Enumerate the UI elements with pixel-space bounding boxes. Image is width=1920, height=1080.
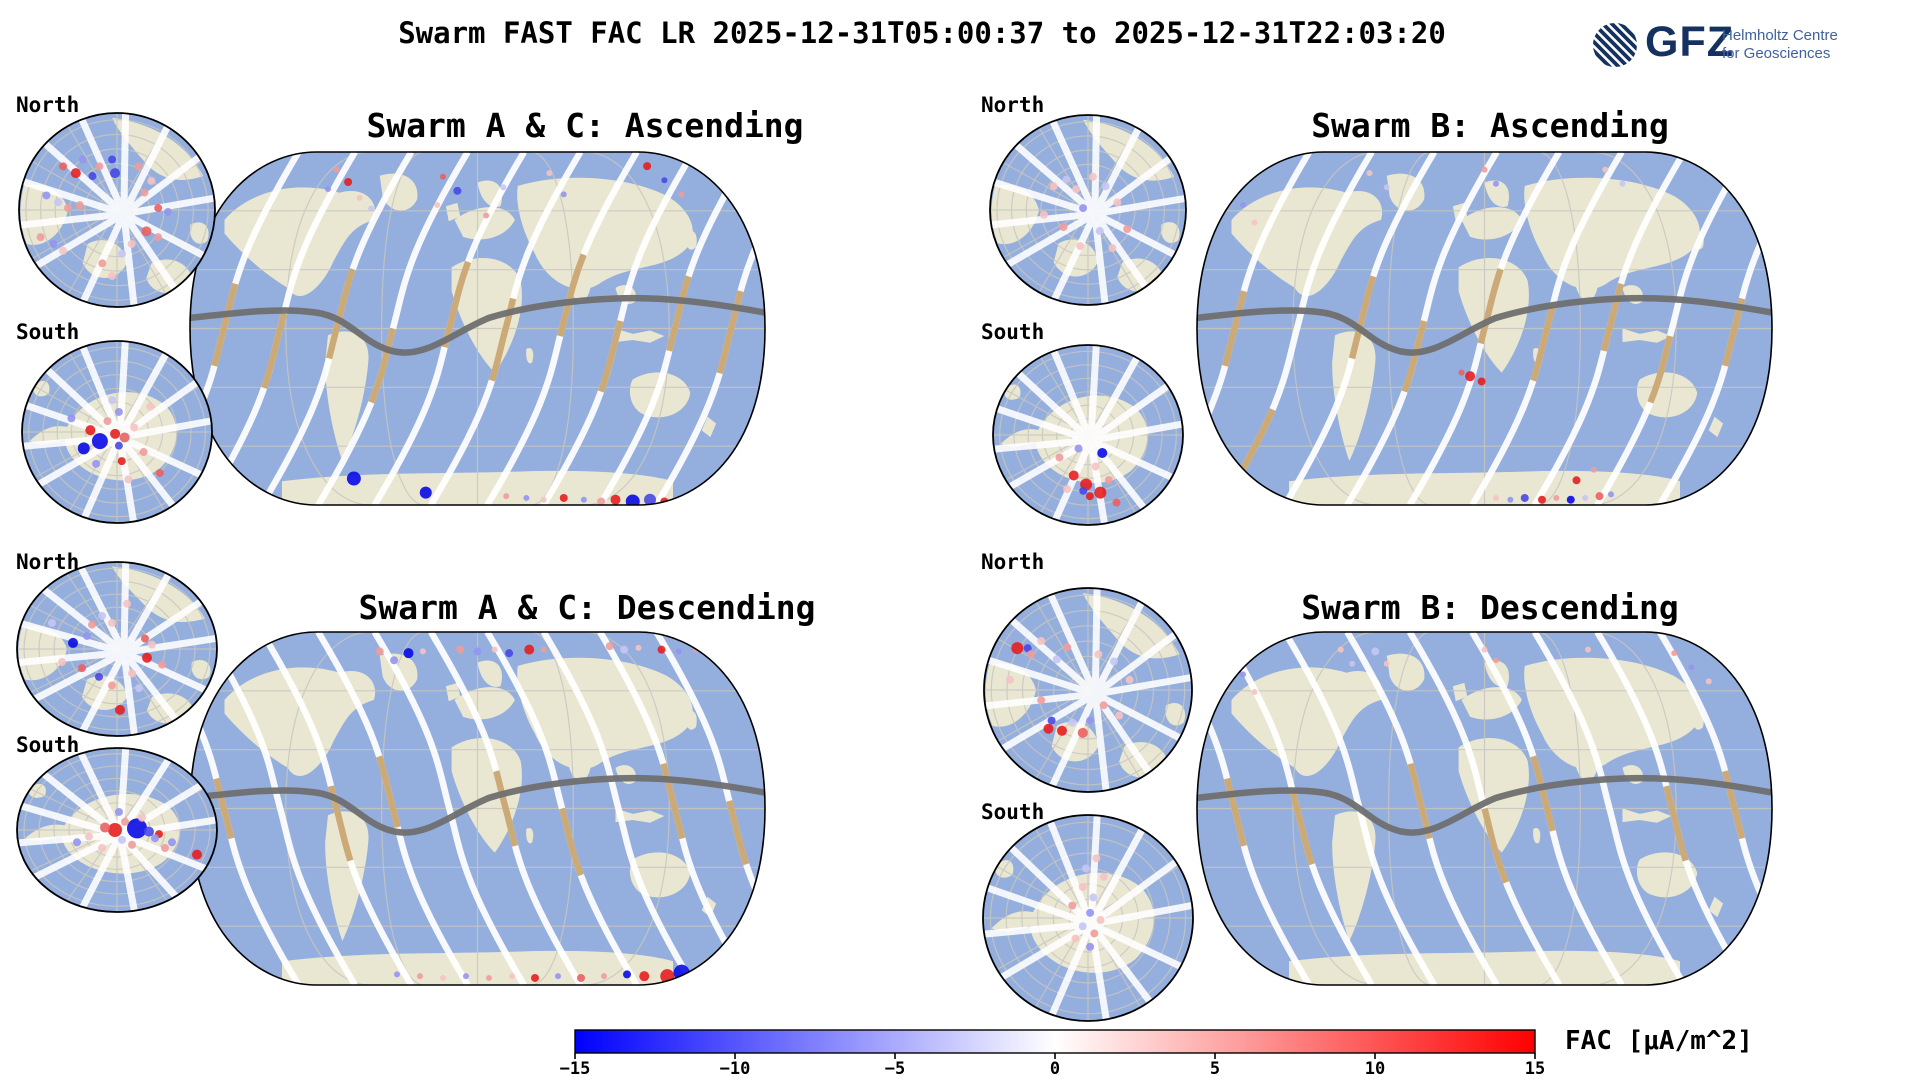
polar-view-south-ac-ascending: [21, 340, 213, 524]
polar-view-south-ac-descending: [16, 747, 218, 913]
colorbar-tick: 0: [1049, 1059, 1061, 1079]
graticule: [190, 632, 765, 985]
colorbar-gradient: [574, 1029, 1536, 1054]
polar-tracks: [19, 113, 215, 307]
magnetic-equator-line: [1197, 294, 1772, 356]
polar-tracks: [993, 345, 1183, 525]
polar-label-north: North: [981, 93, 1045, 117]
colorbar-tick: −10: [719, 1059, 751, 1079]
polar-label-south: South: [16, 733, 80, 757]
polar-graticule: [19, 113, 215, 307]
panel-title-ac-ascending: Swarm A & C: Ascending: [366, 106, 804, 145]
polar-tracks: [984, 588, 1192, 792]
world-map-ac-ascending: [189, 151, 766, 506]
graticule: [1197, 632, 1772, 985]
world-map-b-descending: [1196, 631, 1773, 986]
polar-label-north: North: [16, 93, 80, 117]
polar-label-south: South: [981, 320, 1045, 344]
fac-dots: [1227, 166, 1626, 504]
magnetic-equator-line: [1197, 774, 1772, 836]
polar-view-north-ac-descending: [16, 561, 218, 737]
polar-label-south: South: [981, 800, 1045, 824]
colorbar-unit-label: FAC [μA/m^2]: [1565, 1026, 1753, 1056]
polar-tracks: [22, 341, 212, 523]
polar-view-north-b-descending: [983, 587, 1193, 793]
fac-dots: [73, 807, 202, 860]
gfz-logo-text: GFZ: [1645, 18, 1734, 66]
polar-label-south: South: [16, 320, 80, 344]
colorbar-tick: 15: [1524, 1059, 1546, 1079]
fac-dots: [1006, 637, 1134, 738]
panel-title-ac-descending: Swarm A & C: Descending: [358, 588, 816, 627]
panel-title-b-descending: Swarm B: Descending: [1301, 588, 1679, 627]
figure-title: Swarm FAST FAC LR 2025-12-31T05:00:37 to…: [398, 16, 1446, 50]
fac-dots: [48, 599, 166, 715]
polar-view-north-b-ascending: [989, 114, 1187, 306]
polar-view-south-b-descending: [982, 814, 1194, 1022]
polar-view-north-ac-ascending: [18, 112, 216, 308]
fac-dots: [1055, 444, 1121, 507]
colorbar: [574, 1029, 1536, 1059]
polar-label-north: North: [981, 550, 1045, 574]
world-map-ac-descending: [189, 631, 766, 986]
fac-dots: [1068, 854, 1108, 951]
magnetic-equator-line: [190, 294, 765, 356]
graticule: [190, 152, 765, 505]
fac-dots: [1039, 172, 1132, 252]
world-map-b-ascending: [1196, 151, 1773, 506]
fac-dots: [36, 155, 172, 280]
gfz-globe-icon: [1583, 13, 1647, 77]
polar-label-north: North: [16, 550, 80, 574]
panel-title-b-ascending: Swarm B: Ascending: [1311, 106, 1669, 145]
logo-subtitle-line1: Helmholtz Centre: [1722, 27, 1838, 44]
fac-dots: [67, 396, 164, 484]
polar-tracks: [17, 748, 217, 912]
colorbar-tick: 5: [1209, 1059, 1221, 1079]
logo-subtitle-line2: for Geosciences: [1722, 45, 1831, 62]
polar-tracks: [990, 115, 1186, 305]
colorbar-tick: 10: [1364, 1059, 1386, 1079]
colorbar-tick: −5: [884, 1059, 906, 1079]
magnetic-equator-line: [190, 774, 765, 836]
polar-tracks: [983, 815, 1193, 1021]
continents: [224, 653, 717, 985]
polar-view-south-b-ascending: [992, 344, 1184, 526]
colorbar-tick: −15: [559, 1059, 591, 1079]
